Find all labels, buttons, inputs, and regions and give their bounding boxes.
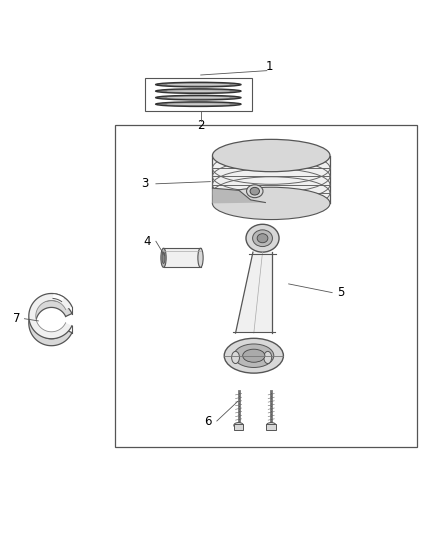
Ellipse shape [166, 90, 230, 92]
Polygon shape [53, 294, 64, 302]
Ellipse shape [246, 224, 279, 252]
Bar [266, 424, 276, 430]
Ellipse shape [162, 252, 165, 263]
Bar [145, 78, 252, 111]
Ellipse shape [212, 139, 330, 172]
Ellipse shape [234, 423, 244, 428]
Bar [234, 424, 244, 430]
Ellipse shape [155, 102, 241, 107]
Text: 1: 1 [265, 60, 273, 73]
Ellipse shape [166, 96, 230, 99]
Text: 7: 7 [13, 312, 21, 325]
Ellipse shape [155, 95, 241, 100]
Ellipse shape [243, 349, 265, 362]
Ellipse shape [155, 89, 241, 93]
Ellipse shape [166, 84, 230, 85]
Ellipse shape [247, 185, 263, 198]
Ellipse shape [232, 351, 240, 364]
Polygon shape [236, 252, 272, 333]
Ellipse shape [155, 82, 241, 87]
Ellipse shape [253, 230, 272, 247]
Ellipse shape [250, 188, 259, 195]
Ellipse shape [161, 248, 166, 268]
Text: 3: 3 [141, 177, 148, 190]
Bar [212, 156, 330, 204]
Text: 6: 6 [205, 415, 212, 427]
Text: 2: 2 [197, 118, 205, 132]
Polygon shape [29, 301, 72, 346]
Polygon shape [212, 188, 265, 204]
Text: 4: 4 [143, 235, 151, 248]
Ellipse shape [264, 351, 272, 364]
Ellipse shape [166, 103, 230, 105]
Ellipse shape [234, 344, 274, 367]
Ellipse shape [257, 233, 268, 243]
Text: 5: 5 [337, 286, 345, 299]
Ellipse shape [224, 338, 283, 373]
Ellipse shape [212, 187, 330, 220]
Bar [163, 248, 201, 268]
Bar [115, 125, 417, 447]
Ellipse shape [266, 423, 276, 428]
Polygon shape [29, 294, 72, 339]
Ellipse shape [198, 248, 203, 268]
